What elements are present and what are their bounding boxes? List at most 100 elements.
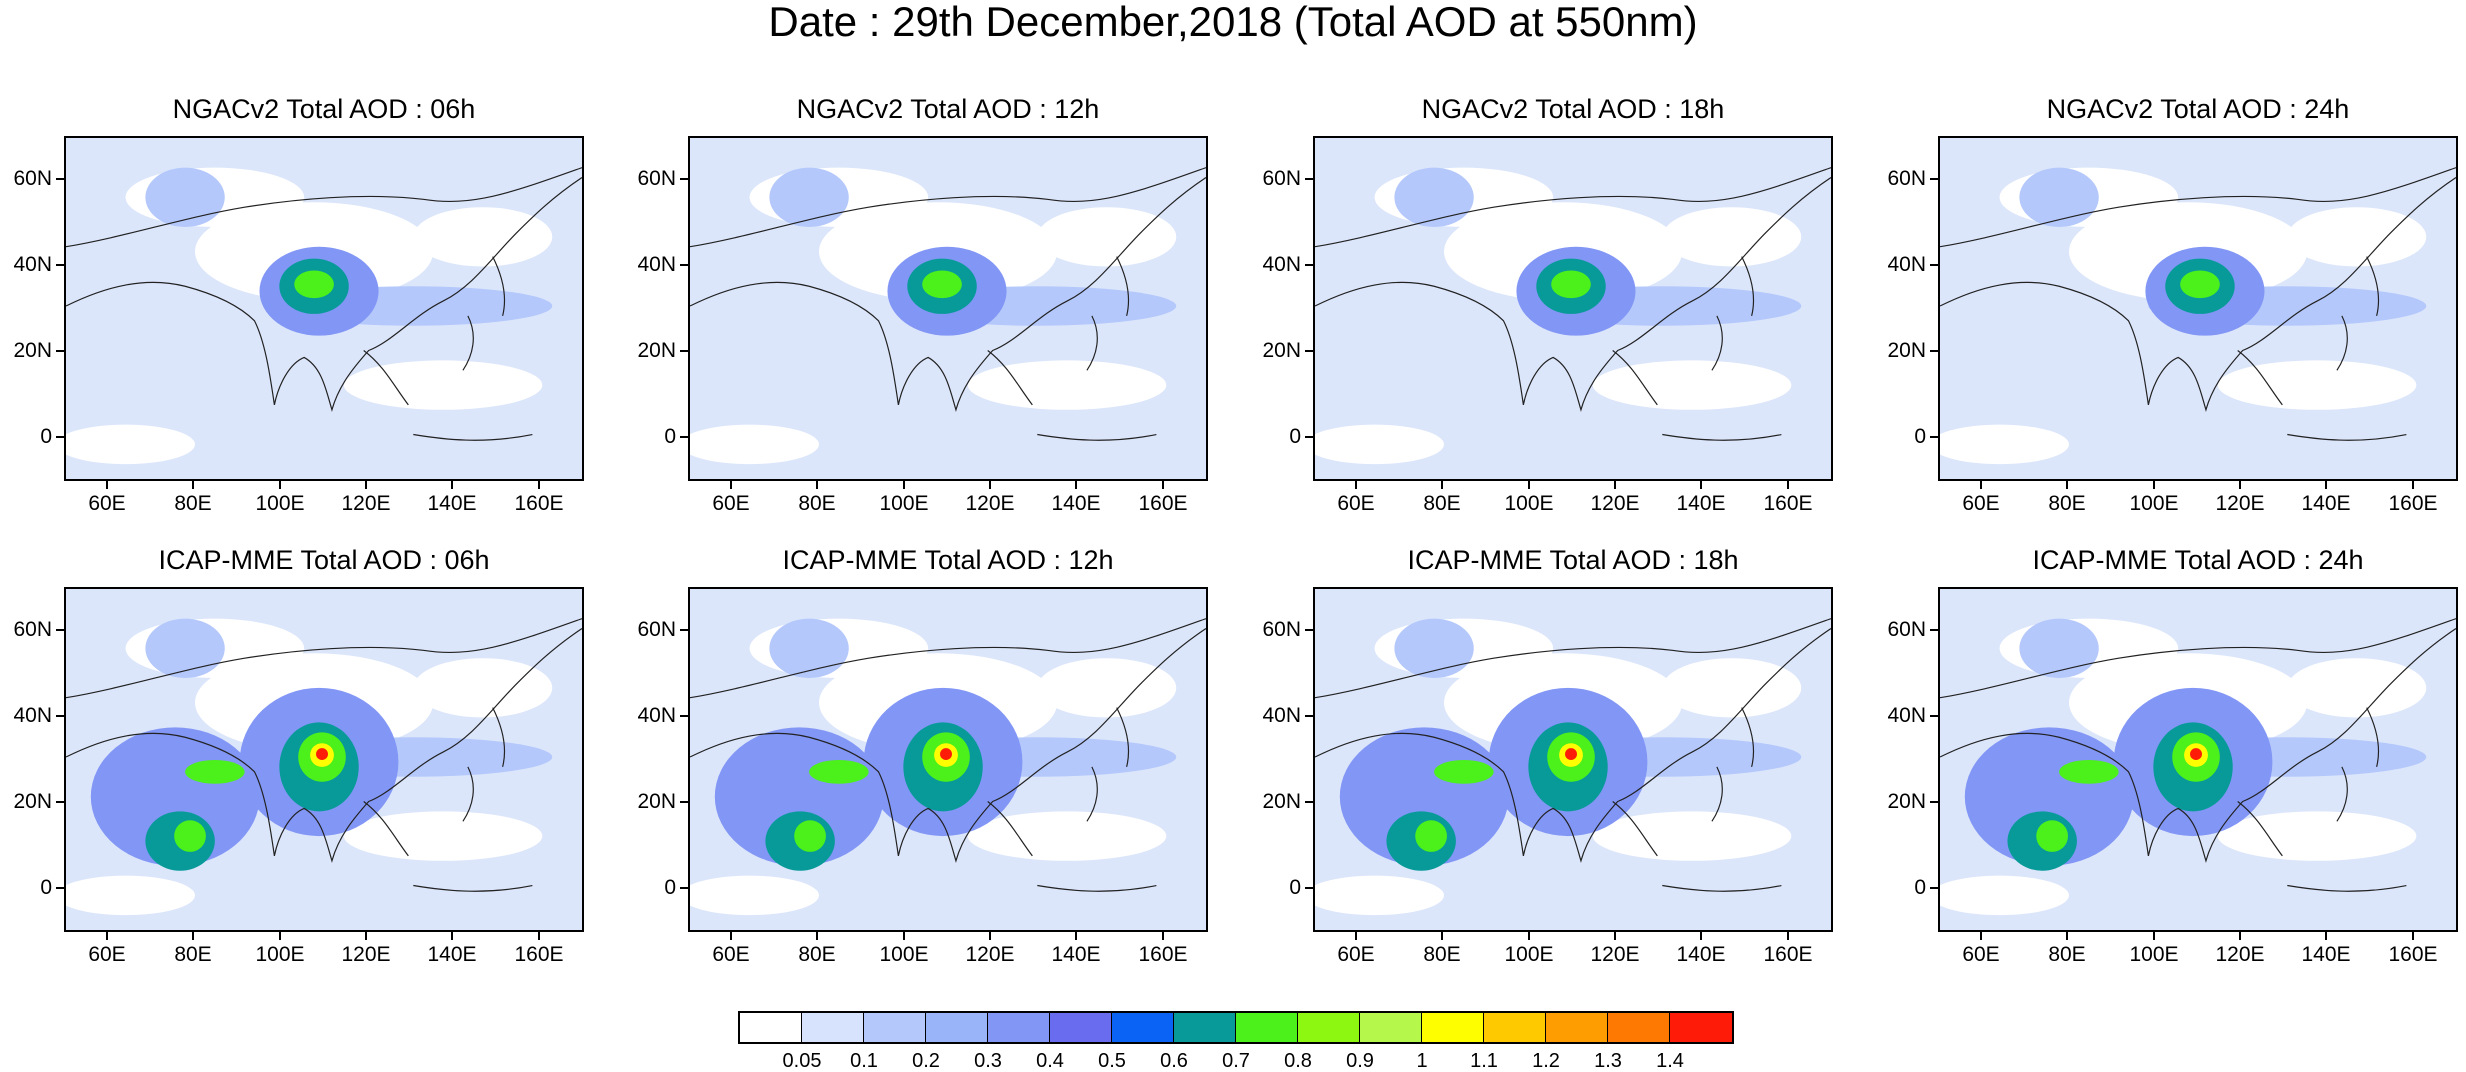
map-frame bbox=[1313, 136, 1833, 481]
lat-tick bbox=[1930, 350, 1938, 352]
lon-tick bbox=[1441, 932, 1443, 940]
map-frame bbox=[1938, 136, 2458, 481]
lon-tick bbox=[451, 481, 453, 489]
lat-label: 60N bbox=[13, 167, 52, 190]
lat-tick bbox=[56, 350, 64, 352]
lat-label: 40N bbox=[1887, 704, 1926, 727]
colorbar-swatch bbox=[1422, 1013, 1484, 1042]
lat-tick bbox=[1930, 801, 1938, 803]
colorbar-swatch bbox=[1050, 1013, 1112, 1042]
lon-tick bbox=[2325, 932, 2327, 940]
colorbar-swatch bbox=[864, 1013, 926, 1042]
lon-label: 160E bbox=[1763, 492, 1813, 515]
lat-tick bbox=[56, 629, 64, 631]
lat-label: 60N bbox=[637, 618, 676, 641]
lon-label: 140E bbox=[1676, 943, 1726, 966]
colorbar-label: 0.9 bbox=[1346, 1050, 1374, 1072]
colorbar-swatch bbox=[1298, 1013, 1360, 1042]
lon-tick bbox=[816, 481, 818, 489]
lat-tick bbox=[1305, 629, 1313, 631]
lon-label: 120E bbox=[2215, 492, 2265, 515]
lon-label: 160E bbox=[1763, 943, 1813, 966]
lat-tick bbox=[56, 264, 64, 266]
lon-label: 80E bbox=[2048, 492, 2086, 515]
colorbar-swatch bbox=[1112, 1013, 1174, 1042]
lon-label: 80E bbox=[1423, 943, 1461, 966]
lat-tick bbox=[1930, 715, 1938, 717]
lat-label: 20N bbox=[13, 790, 52, 813]
lon-label: 80E bbox=[798, 943, 836, 966]
lat-tick bbox=[680, 801, 688, 803]
lon-tick bbox=[1075, 481, 1077, 489]
lat-tick bbox=[1305, 715, 1313, 717]
map-frame bbox=[688, 136, 1208, 481]
lon-tick bbox=[903, 932, 905, 940]
lon-tick bbox=[106, 481, 108, 489]
lon-tick bbox=[989, 481, 991, 489]
panel-title: NGACv2 Total AOD : 12h bbox=[796, 94, 1100, 124]
lon-label: 140E bbox=[2301, 943, 2351, 966]
lat-label: 40N bbox=[637, 704, 676, 727]
lat-label: 60N bbox=[1887, 167, 1926, 190]
lat-label: 40N bbox=[637, 253, 676, 276]
colorbar-label: 0.2 bbox=[912, 1050, 940, 1072]
lat-label: 20N bbox=[1262, 339, 1301, 362]
lat-tick bbox=[680, 629, 688, 631]
lon-tick bbox=[2239, 932, 2241, 940]
lon-tick bbox=[1162, 481, 1164, 489]
lon-tick bbox=[1441, 481, 1443, 489]
colorbar-swatch bbox=[1546, 1013, 1608, 1042]
lat-tick bbox=[1305, 350, 1313, 352]
map-frame bbox=[1313, 587, 1833, 932]
colorbar-label: 0.1 bbox=[850, 1050, 878, 1072]
lon-label: 100E bbox=[1504, 943, 1554, 966]
lon-label: 100E bbox=[1504, 492, 1554, 515]
lat-tick bbox=[56, 436, 64, 438]
lon-label: 160E bbox=[2388, 492, 2438, 515]
lat-tick bbox=[1930, 436, 1938, 438]
colorbar-label: 0.8 bbox=[1284, 1050, 1312, 1072]
lat-label: 20N bbox=[13, 339, 52, 362]
lat-label: 20N bbox=[1887, 339, 1926, 362]
lon-tick bbox=[2153, 481, 2155, 489]
lon-tick bbox=[1614, 481, 1616, 489]
colorbar-swatch bbox=[1360, 1013, 1422, 1042]
lat-label: 60N bbox=[1887, 618, 1926, 641]
lon-tick bbox=[1075, 932, 1077, 940]
lat-tick bbox=[56, 801, 64, 803]
lon-tick bbox=[2412, 481, 2414, 489]
lat-tick bbox=[1305, 801, 1313, 803]
lon-label: 160E bbox=[1138, 492, 1188, 515]
lat-tick bbox=[1305, 436, 1313, 438]
lat-label: 20N bbox=[637, 339, 676, 362]
lat-label: 60N bbox=[13, 618, 52, 641]
lon-label: 80E bbox=[2048, 943, 2086, 966]
lat-label: 0 bbox=[664, 425, 676, 448]
lat-label: 40N bbox=[1262, 253, 1301, 276]
lon-tick bbox=[730, 932, 732, 940]
lat-label: 0 bbox=[40, 876, 52, 899]
lon-label: 100E bbox=[2129, 943, 2179, 966]
lon-label: 160E bbox=[514, 492, 564, 515]
map-frame bbox=[64, 136, 584, 481]
lon-label: 120E bbox=[1590, 492, 1640, 515]
lon-tick bbox=[1700, 932, 1702, 940]
lon-label: 140E bbox=[1676, 492, 1726, 515]
panel-title: NGACv2 Total AOD : 24h bbox=[2046, 94, 2350, 124]
lon-tick bbox=[1162, 932, 1164, 940]
lon-tick bbox=[365, 481, 367, 489]
lat-tick bbox=[56, 715, 64, 717]
lat-label: 20N bbox=[1262, 790, 1301, 813]
colorbar-swatch bbox=[740, 1013, 802, 1042]
colorbar-label: 1.1 bbox=[1470, 1050, 1498, 1072]
lat-label: 60N bbox=[1262, 167, 1301, 190]
lat-tick bbox=[680, 715, 688, 717]
lat-tick bbox=[56, 887, 64, 889]
lat-label: 40N bbox=[13, 704, 52, 727]
lon-label: 60E bbox=[88, 943, 126, 966]
lon-tick bbox=[1614, 932, 1616, 940]
colorbar-swatch bbox=[1670, 1013, 1732, 1042]
lat-tick bbox=[1930, 629, 1938, 631]
lat-label: 40N bbox=[1887, 253, 1926, 276]
lon-label: 100E bbox=[255, 492, 305, 515]
